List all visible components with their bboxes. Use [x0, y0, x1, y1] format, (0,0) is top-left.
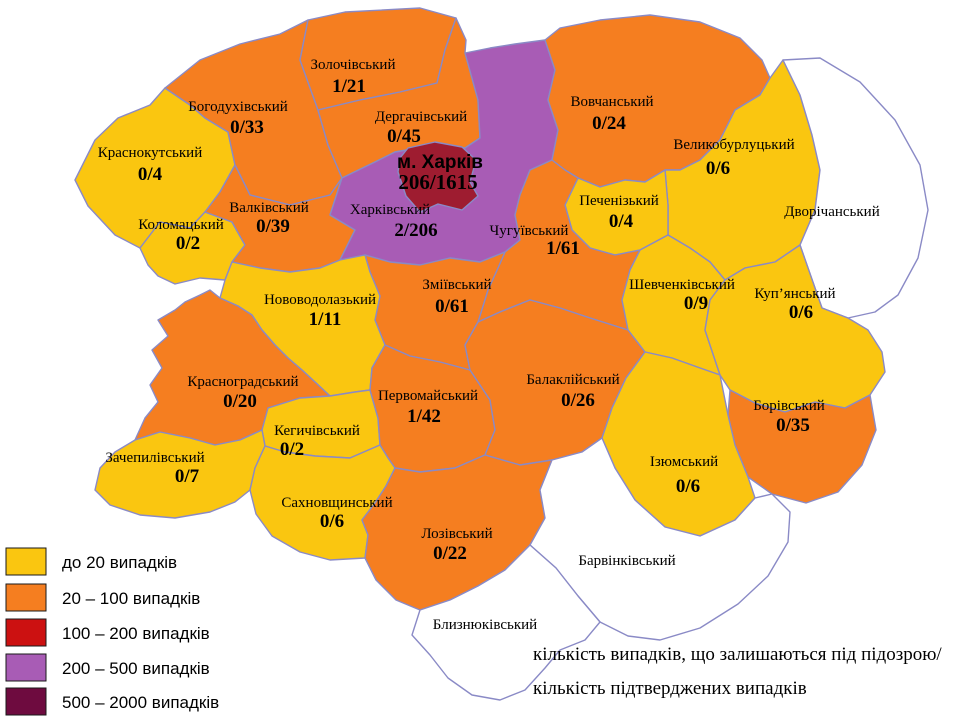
legend-swatch-under20	[5, 547, 47, 576]
sakhnovshchynskyi-name-label: Сахновщинський	[281, 495, 392, 511]
pervomaiskyi-name-label: Первомайський	[378, 388, 478, 404]
velykoburlutskyi-value-label: 0/6	[706, 158, 730, 179]
vovchanskyi-name-label: Вовчанський	[570, 94, 653, 110]
legend-label-100-200: 100 – 200 випадків	[62, 624, 210, 643]
krasnohradskyi-value-label: 0/20	[223, 391, 257, 412]
kehychivskyi-value-label: 0/2	[280, 439, 304, 460]
legend-swatch-200-500	[5, 653, 47, 682]
vovchanskyi-value-label: 0/24	[592, 113, 626, 134]
zachepylivskyi-value-label: 0/7	[175, 466, 200, 487]
bohodukhivskyi-value-label: 0/33	[230, 117, 264, 138]
valkivskyi-value-label: 0/39	[256, 216, 290, 237]
shevchenkivskyi-value-label: 0/9	[684, 293, 708, 314]
izyumskyi-name-label: Ізюмський	[650, 454, 718, 470]
pechenizkyi-name-label: Печенізький	[579, 193, 659, 209]
derhachivskyi-name-label: Дергачівський	[375, 109, 467, 125]
lozivskyi-name-label: Лозівський	[421, 526, 492, 542]
legend-swatch-20-100	[5, 583, 47, 612]
kupianskyi-name-label: Куп’янський	[754, 286, 835, 302]
krasnokutskyi-value-label: 0/4	[138, 164, 163, 185]
izyumskyi-value-label: 0/6	[676, 476, 700, 497]
krasnokutskyi-name-label: Краснокутський	[98, 145, 203, 161]
bohodukhivskyi-name-label: Богодухівський	[188, 99, 288, 115]
valkivskyi-name-label: Валківський	[229, 200, 309, 216]
barvinkivskyi-name-label: Барвінківський	[578, 553, 675, 569]
borivskyi-name-label: Борівський	[753, 398, 825, 414]
legend: до 20 випадків 20 – 100 випадків 100 – 2…	[5, 547, 219, 716]
pervomaiskyi-value-label: 1/42	[407, 406, 441, 427]
kharkivskyi-name-label: Харківський	[350, 202, 430, 218]
zolochivskyi-value-label: 1/21	[332, 76, 366, 97]
kolomatskyi-name-label: Коломацький	[138, 217, 224, 233]
kharkiv-city-name-label: м. Харків	[397, 152, 483, 173]
sakhnovshchynskyi-value-label: 0/6	[320, 511, 344, 532]
kolomatskyi-value-label: 0/2	[176, 233, 200, 254]
legend-swatch-500-2000	[5, 687, 47, 716]
district-dvorichanskyi	[782, 57, 929, 319]
dvorichanskyi-name-label: Дворічанський	[784, 204, 879, 220]
derhachivskyi-value-label: 0/45	[387, 126, 421, 147]
note-line-2: кількість підтверджених випадків	[533, 678, 807, 699]
pechenizkyi-value-label: 0/4	[609, 211, 634, 232]
krasnohradskyi-name-label: Красноградський	[187, 374, 298, 390]
legend-label-500-2000: 500 – 2000 випадків	[62, 693, 219, 712]
chuhuivskyi-name-label: Чугуївський	[490, 223, 569, 239]
kupianskyi-value-label: 0/6	[789, 302, 813, 323]
lozivskyi-value-label: 0/22	[433, 543, 467, 564]
zachepylivskyi-name-label: Зачепилівський	[105, 450, 204, 466]
kharkiv-city-value-label: 206/1615	[398, 170, 477, 194]
kharkivskyi-value-label: 2/206	[394, 220, 437, 241]
note-line-1: кількість випадків, що залишаються під п…	[533, 644, 942, 665]
zmiivskyi-name-label: Зміївський	[422, 277, 491, 293]
balakliiskyi-value-label: 0/26	[561, 390, 595, 411]
velykoburlutskyi-name-label: Великобурлуцький	[673, 137, 794, 153]
district-blyzniukivskyi	[411, 544, 601, 701]
novovodolazkyi-name-label: Нововодолазький	[264, 292, 376, 308]
zmiivskyi-value-label: 0/61	[435, 296, 469, 317]
legend-label-under20: до 20 випадків	[62, 553, 177, 572]
zolochivskyi-name-label: Золочівський	[311, 57, 396, 73]
shevchenkivskyi-name-label: Шевченківський	[629, 277, 735, 293]
legend-label-200-500: 200 – 500 випадків	[62, 659, 210, 678]
borivskyi-value-label: 0/35	[776, 415, 810, 436]
kehychivskyi-name-label: Кегичівський	[274, 423, 360, 439]
balakliiskyi-name-label: Балаклійський	[526, 372, 619, 388]
legend-label-20-100: 20 – 100 випадків	[62, 589, 200, 608]
novovodolazkyi-value-label: 1/11	[309, 309, 342, 330]
legend-swatch-100-200	[5, 618, 47, 647]
blyzniukivskyi-name-label: Близнюківський	[433, 617, 537, 633]
chuhuivskyi-value-label: 1/61	[546, 238, 580, 259]
district-kharkiv-city	[397, 141, 479, 213]
